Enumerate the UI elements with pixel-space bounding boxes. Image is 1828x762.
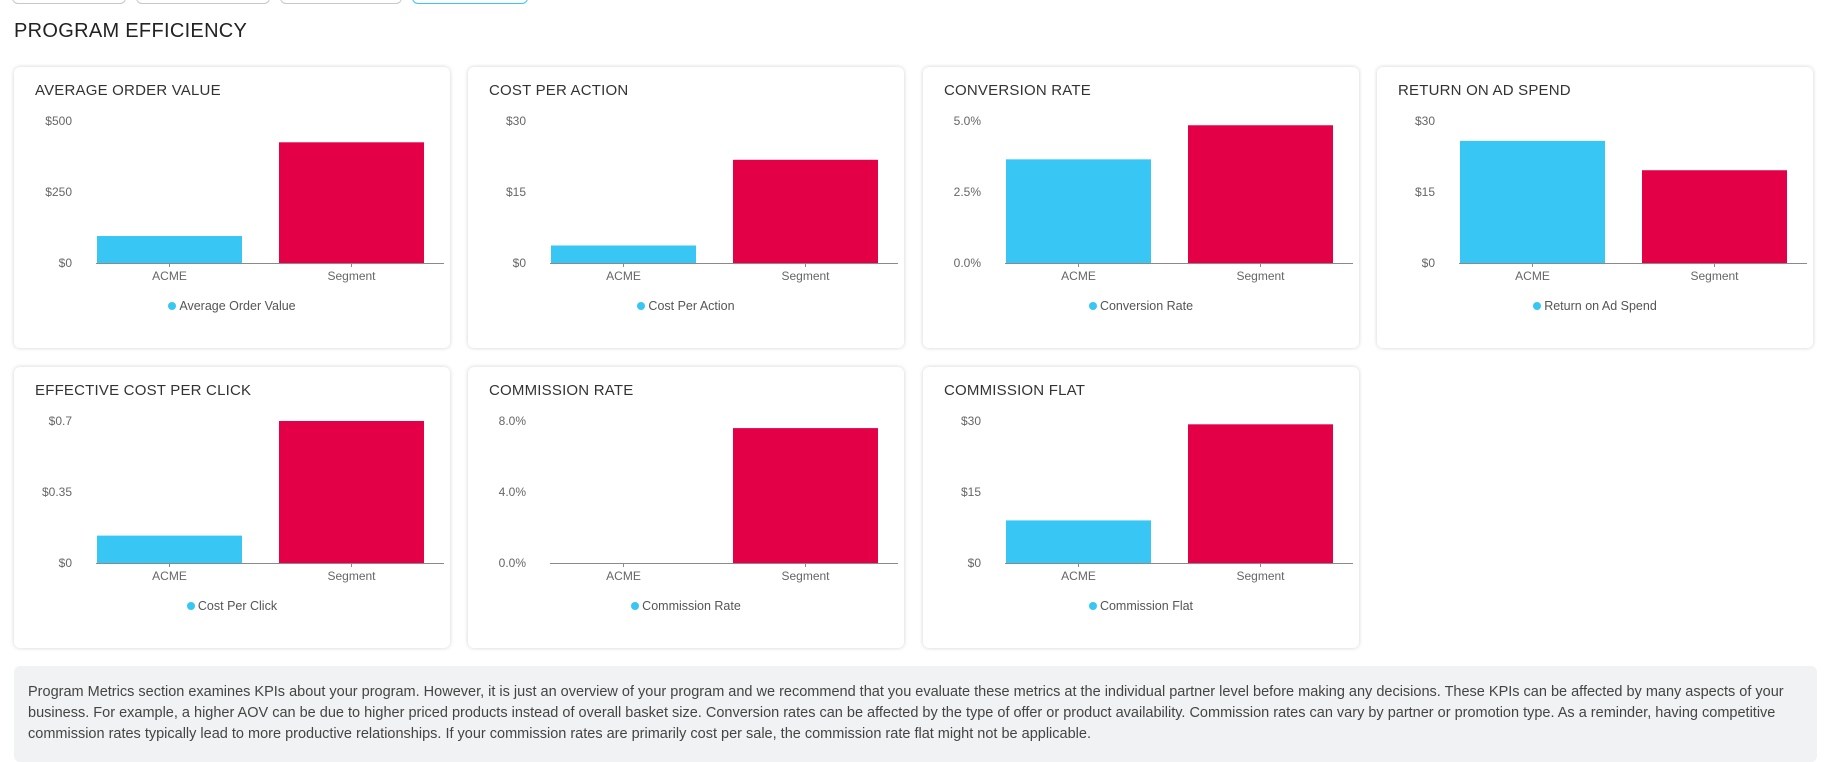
chart-title: COMMISSION RATE bbox=[489, 382, 634, 399]
chart-card-cost-per-action: COST PER ACTION $0 $15 $30 ACME Segment Cost P… bbox=[468, 67, 904, 348]
legend-label: Average Order Value bbox=[179, 299, 296, 313]
info-note: Program Metrics section examines KPIs ab… bbox=[14, 666, 1817, 762]
x-tick-label: Segment bbox=[1236, 569, 1285, 583]
x-tick-label: Segment bbox=[327, 269, 376, 283]
chart-plot-average-order-value: $0 $250 $500 ACME Segment bbox=[45, 114, 444, 283]
bar-segment[interactable] bbox=[733, 428, 878, 563]
y-tick-label: $0 bbox=[968, 556, 982, 570]
bar-acme[interactable] bbox=[551, 245, 696, 263]
x-tick-label: Segment bbox=[781, 569, 830, 583]
chart-plot-commission-rate: 0.0% 4.0% 8.0% ACME Segment bbox=[499, 414, 898, 583]
chart-legend[interactable]: Average Order Value bbox=[14, 299, 450, 313]
chart-card-effective-cost-per-click: EFFECTIVE COST PER CLICK $0 $0.35 $0.7 ACME S… bbox=[14, 367, 450, 648]
bar-segment[interactable] bbox=[1642, 170, 1787, 263]
top-tab-4[interactable] bbox=[412, 0, 528, 4]
y-tick-label: 2.5% bbox=[954, 185, 982, 199]
legend-label: Return on Ad Spend bbox=[1544, 299, 1657, 313]
x-tick-label: ACME bbox=[152, 269, 187, 283]
y-tick-label: $30 bbox=[1415, 114, 1435, 128]
chart-title: AVERAGE ORDER VALUE bbox=[35, 82, 221, 99]
legend-dot-icon bbox=[1088, 601, 1097, 610]
chart-legend[interactable]: Commission Flat bbox=[923, 599, 1359, 613]
top-tab-1[interactable] bbox=[12, 0, 126, 4]
y-tick-label: 8.0% bbox=[499, 414, 527, 428]
legend-dot-icon bbox=[186, 601, 195, 610]
chart-title: EFFECTIVE COST PER CLICK bbox=[35, 382, 252, 399]
chart-title: COST PER ACTION bbox=[489, 82, 629, 99]
section-title: PROGRAM EFFICIENCY bbox=[14, 20, 248, 42]
top-tab-3[interactable] bbox=[280, 0, 402, 4]
x-tick-label: ACME bbox=[1515, 269, 1550, 283]
legend-dot-icon bbox=[1088, 301, 1097, 310]
x-tick-label: Segment bbox=[1690, 269, 1739, 283]
bar-segment[interactable] bbox=[279, 142, 424, 263]
y-tick-label: $0.7 bbox=[49, 414, 73, 428]
y-tick-label: $0.35 bbox=[42, 485, 72, 499]
chart-card-return-on-ad-spend: RETURN ON AD SPEND $0 $15 $30 ACME Segment Ret… bbox=[1377, 67, 1813, 348]
chart-card-commission-flat: COMMISSION FLAT $0 $15 $30 ACME Segment Commis… bbox=[923, 367, 1359, 648]
chart-plot-conversion-rate: 0.0% 2.5% 5.0% ACME Segment bbox=[954, 114, 1353, 283]
chart-legend[interactable]: Cost Per Action bbox=[468, 299, 904, 313]
x-tick-label: Segment bbox=[327, 569, 376, 583]
chart-legend[interactable]: Commission Rate bbox=[468, 599, 904, 613]
chart-card-average-order-value: AVERAGE ORDER VALUE $0 $250 $500 ACME Segment… bbox=[14, 67, 450, 348]
y-tick-label: 0.0% bbox=[954, 256, 982, 270]
chart-plot-effective-cost-per-click: $0 $0.35 $0.7 ACME Segment bbox=[42, 414, 444, 583]
x-tick-label: Segment bbox=[1236, 269, 1285, 283]
bar-acme[interactable] bbox=[97, 535, 242, 563]
x-tick-label: ACME bbox=[606, 269, 641, 283]
y-tick-label: $0 bbox=[513, 256, 527, 270]
bar-segment[interactable] bbox=[1188, 125, 1333, 263]
y-tick-label: $15 bbox=[961, 485, 981, 499]
chart-title: CONVERSION RATE bbox=[944, 82, 1091, 99]
bar-acme[interactable] bbox=[1460, 140, 1605, 263]
chart-card-conversion-rate: CONVERSION RATE 0.0% 2.5% 5.0% ACME Segment Co… bbox=[923, 67, 1359, 348]
chart-title: RETURN ON AD SPEND bbox=[1398, 82, 1571, 99]
chart-legend[interactable]: Conversion Rate bbox=[923, 299, 1359, 313]
legend-dot-icon bbox=[1533, 301, 1542, 310]
chart-title: COMMISSION FLAT bbox=[944, 382, 1086, 399]
x-tick-label: Segment bbox=[781, 269, 830, 283]
legend-label: Commission Flat bbox=[1099, 599, 1194, 613]
y-tick-label: 5.0% bbox=[954, 114, 982, 128]
y-tick-label: 4.0% bbox=[499, 485, 527, 499]
legend-dot-icon bbox=[168, 301, 177, 310]
chart-card-commission-rate: COMMISSION RATE 0.0% 4.0% 8.0% ACME Segment Co… bbox=[468, 367, 904, 648]
legend-label: Commission Rate bbox=[642, 599, 741, 613]
top-tab-2[interactable] bbox=[136, 0, 270, 4]
x-tick-label: ACME bbox=[152, 569, 187, 583]
info-note-text: Program Metrics section examines KPIs ab… bbox=[28, 684, 1784, 742]
y-tick-label: $500 bbox=[45, 114, 72, 128]
bar-acme[interactable] bbox=[1006, 159, 1151, 263]
y-tick-label: $250 bbox=[45, 185, 72, 199]
legend-dot-icon bbox=[637, 301, 646, 310]
y-tick-label: $0 bbox=[59, 256, 73, 270]
bar-acme[interactable] bbox=[97, 236, 242, 263]
chart-legend[interactable]: Cost Per Click bbox=[14, 599, 450, 613]
bar-segment[interactable] bbox=[1188, 424, 1333, 563]
bar-acme[interactable] bbox=[1006, 520, 1151, 563]
y-tick-label: $30 bbox=[961, 414, 981, 428]
x-tick-label: ACME bbox=[606, 569, 641, 583]
y-tick-label: $15 bbox=[1415, 185, 1435, 199]
y-tick-label: $15 bbox=[506, 185, 526, 199]
legend-label: Cost Per Click bbox=[197, 599, 278, 613]
y-tick-label: $30 bbox=[506, 114, 526, 128]
chart-legend[interactable]: Return on Ad Spend bbox=[1377, 299, 1813, 313]
legend-label: Cost Per Action bbox=[648, 299, 735, 313]
x-tick-label: ACME bbox=[1061, 269, 1096, 283]
bar-segment[interactable] bbox=[279, 421, 424, 563]
chart-plot-return-on-ad-spend: $0 $15 $30 ACME Segment bbox=[1415, 114, 1807, 283]
legend-label: Conversion Rate bbox=[1099, 299, 1194, 313]
chart-plot-cost-per-action: $0 $15 $30 ACME Segment bbox=[506, 114, 898, 283]
bar-segment[interactable] bbox=[733, 159, 878, 263]
y-tick-label: $0 bbox=[1422, 256, 1436, 270]
x-tick-label: ACME bbox=[1061, 569, 1096, 583]
y-tick-label: 0.0% bbox=[499, 556, 527, 570]
chart-plot-commission-flat: $0 $15 $30 ACME Segment bbox=[961, 414, 1353, 583]
legend-dot-icon bbox=[631, 601, 640, 610]
y-tick-label: $0 bbox=[59, 556, 73, 570]
